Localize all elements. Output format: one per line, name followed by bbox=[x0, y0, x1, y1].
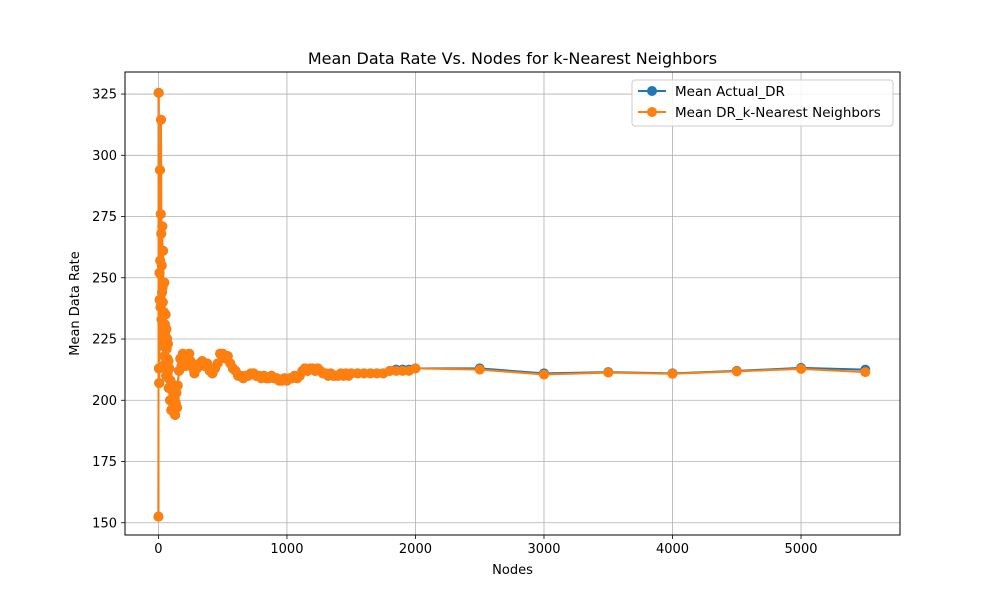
data-point bbox=[155, 114, 166, 125]
data-point bbox=[155, 209, 166, 220]
plot-frame bbox=[124, 71, 901, 536]
y-tick-label: 175 bbox=[92, 455, 117, 470]
x-tick-label: 0 bbox=[154, 542, 162, 557]
y-tick-label: 200 bbox=[92, 394, 117, 409]
legend-box bbox=[631, 79, 894, 127]
data-point bbox=[538, 369, 549, 380]
y-tick-label: 250 bbox=[92, 271, 117, 286]
data-point bbox=[667, 368, 678, 379]
x-tick-label: 5000 bbox=[784, 542, 817, 557]
legend: Mean Actual_DR Mean DR_k-Nearest Neighbo… bbox=[631, 79, 894, 127]
data-point bbox=[153, 511, 164, 522]
data-point bbox=[164, 363, 175, 374]
x-tick-label: 2000 bbox=[399, 542, 432, 557]
data-point bbox=[153, 87, 164, 98]
y-axis-label: Mean Data Rate bbox=[68, 251, 83, 356]
data-point bbox=[172, 380, 183, 391]
data-point bbox=[158, 245, 169, 256]
data-point bbox=[796, 363, 807, 374]
data-point bbox=[156, 228, 167, 239]
legend-swatch-marker bbox=[647, 107, 657, 117]
data-point bbox=[154, 378, 165, 389]
data-point bbox=[154, 164, 165, 175]
x-axis-label: Nodes bbox=[492, 563, 533, 578]
data-point bbox=[157, 297, 168, 308]
y-tick-label: 325 bbox=[92, 88, 117, 103]
y-tick-label: 225 bbox=[92, 333, 117, 348]
series-group bbox=[153, 87, 871, 522]
legend-label-actual: Mean Actual_DR bbox=[675, 84, 785, 100]
y-tick-label: 150 bbox=[92, 516, 117, 531]
data-point bbox=[162, 338, 173, 349]
chart-title: Mean Data Rate Vs. Nodes for k-Nearest N… bbox=[308, 49, 717, 68]
data-point bbox=[163, 356, 174, 367]
data-point bbox=[860, 367, 871, 378]
y-tick-label: 300 bbox=[92, 149, 117, 164]
data-point bbox=[159, 277, 170, 288]
legend-swatch-marker bbox=[647, 86, 657, 96]
y-tick-label: 275 bbox=[92, 210, 117, 225]
x-tick-label: 3000 bbox=[527, 542, 560, 557]
data-point bbox=[160, 309, 171, 320]
data-point bbox=[410, 363, 421, 374]
data-point bbox=[157, 221, 168, 232]
grid bbox=[125, 72, 900, 535]
data-point bbox=[731, 366, 742, 377]
data-point bbox=[474, 364, 485, 375]
data-point bbox=[161, 324, 172, 335]
x-tick-label: 4000 bbox=[656, 542, 689, 557]
legend-label-knn: Mean DR_k-Nearest Neighbors bbox=[675, 105, 881, 121]
data-point bbox=[212, 358, 223, 369]
data-point bbox=[172, 402, 183, 413]
data-point bbox=[603, 367, 614, 378]
axis-ticks: 0 1000 2000 3000 4000 5000 150 175 200 225 250 275 3… bbox=[92, 88, 817, 557]
series-1 bbox=[153, 87, 871, 522]
data-point bbox=[156, 260, 167, 271]
x-tick-label: 1000 bbox=[270, 542, 303, 557]
